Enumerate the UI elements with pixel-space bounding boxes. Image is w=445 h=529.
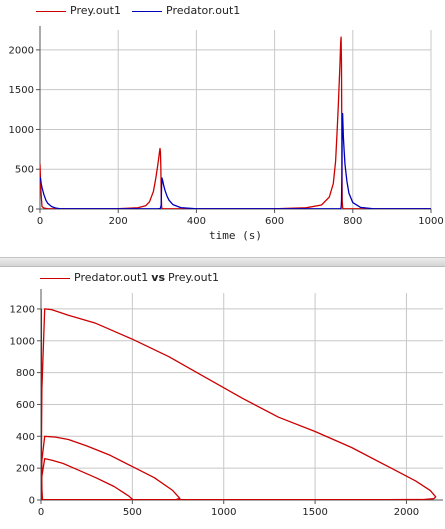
c2-y-tick-label-0: 0 bbox=[29, 496, 35, 507]
c1-series-predator-out1 bbox=[40, 112, 432, 209]
c1-x-axis-title: time (s) bbox=[209, 229, 262, 242]
c1-x-tick-label-5: 1000 bbox=[418, 216, 443, 227]
c1-x-tick-label-3: 600 bbox=[265, 216, 284, 227]
legend-swatch-phase bbox=[40, 277, 70, 279]
legend-swatch-prey bbox=[36, 10, 66, 12]
c2-y-tick-label-4: 800 bbox=[16, 368, 35, 379]
phase-plot-legend: Predator.out1 vs Prey.out1 bbox=[0, 267, 445, 289]
c1-y-tick-label-4: 2000 bbox=[9, 45, 34, 56]
legend-label-predator: Predator.out1 bbox=[166, 4, 241, 17]
legend-swatch-predator bbox=[132, 10, 162, 12]
legend-item-predator[interactable]: Predator.out1 bbox=[132, 4, 240, 18]
legend-label-prey: Prey.out1 bbox=[70, 4, 121, 17]
c1-x-tick-label-0: 0 bbox=[37, 216, 43, 227]
time-plot-legend: Prey.out1 Predator.out1 bbox=[0, 0, 445, 22]
c2-y-tick-label-1: 200 bbox=[16, 464, 35, 475]
time-plot-panel: Prey.out1 Predator.out1 0 200 400 600 800 100… bbox=[0, 0, 445, 257]
panel-splitter[interactable] bbox=[0, 257, 445, 267]
c2-x-tick-label-1: 500 bbox=[123, 507, 142, 518]
legend-label-vs: vs bbox=[151, 271, 165, 284]
legend-item-phase[interactable]: Predator.out1 vs Prey.out1 bbox=[40, 271, 219, 285]
legend-item-prey[interactable]: Prey.out1 bbox=[36, 4, 121, 18]
c1-x-tick-label-4: 800 bbox=[343, 216, 362, 227]
c1-y-tick-label-0: 0 bbox=[28, 205, 34, 216]
c1-y-tick-label-1: 500 bbox=[15, 165, 34, 176]
c1-x-tick-label-2: 400 bbox=[187, 216, 206, 227]
time-series-chart[interactable]: 0 200 400 600 800 1000 0 500 1000 1500 2000 time (s… bbox=[0, 22, 445, 257]
c2-y-tick-label-2: 400 bbox=[16, 432, 35, 443]
c2-x-tick-label-4: 2000 bbox=[394, 507, 419, 518]
c2-y-tick-label-6: 1200 bbox=[10, 304, 35, 315]
c1-x-tick-label-1: 200 bbox=[109, 216, 128, 227]
legend-label-phase-x: Prey.out1 bbox=[168, 271, 219, 284]
c2-x-tick-label-0: 0 bbox=[38, 507, 44, 518]
c1-series-prey-out1 bbox=[40, 36, 431, 209]
c2-y-tick-label-5: 1000 bbox=[10, 336, 35, 347]
c2-x-tick-label-3: 1500 bbox=[302, 507, 327, 518]
phase-plot-panel: Predator.out1 vs Prey.out1 0 500 1000 1500 200… bbox=[0, 267, 445, 529]
c2-series-loop-0 bbox=[41, 457, 134, 500]
phase-portrait-chart[interactable]: 0 500 1000 1500 2000 0 200 400 600 800 1000 1200 bbox=[0, 289, 445, 529]
c2-series-loop-2 bbox=[41, 308, 437, 500]
legend-label-phase-y: Predator.out1 bbox=[74, 271, 149, 284]
c1-y-tick-label-3: 1500 bbox=[9, 85, 34, 96]
c1-y-tick-label-2: 1000 bbox=[9, 125, 34, 136]
c2-y-tick-label-3: 600 bbox=[16, 400, 35, 411]
c2-x-tick-label-2: 1000 bbox=[211, 507, 236, 518]
